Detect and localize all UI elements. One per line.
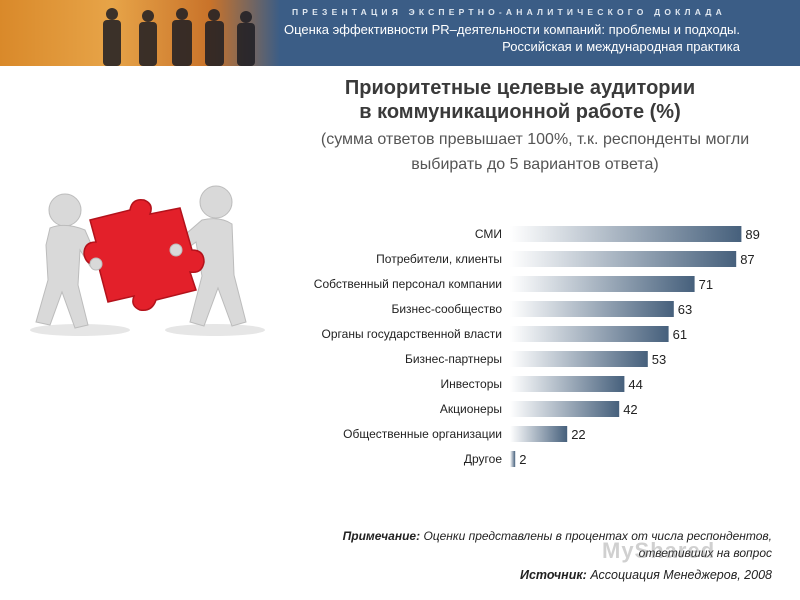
value-label: 42: [623, 402, 637, 417]
bar: [510, 276, 695, 292]
category-label: Бизнес-партнеры: [405, 352, 502, 366]
category-label: Общественные организации: [343, 427, 502, 441]
value-label: 53: [652, 352, 666, 367]
category-label: СМИ: [475, 227, 502, 241]
business-people-photo: [0, 0, 280, 66]
source-line: Источник: Ассоциация Менеджеров, 2008: [252, 568, 772, 582]
category-label: Органы государственной власти: [322, 327, 502, 341]
value-label: 2: [519, 452, 526, 467]
header-banner: ПРЕЗЕНТАЦИЯ ЭКСПЕРТНО-АНАЛИТИЧЕСКОГО ДОК…: [0, 0, 800, 66]
category-label: Бизнес-сообщество: [391, 302, 502, 316]
value-label: 44: [628, 377, 642, 392]
value-label: 71: [699, 277, 713, 292]
category-label: Акционеры: [440, 402, 502, 416]
value-label: 61: [673, 327, 687, 342]
bar: [510, 401, 620, 417]
puzzle-figures-illustration: [20, 180, 270, 340]
bar: [510, 376, 625, 392]
report-kicker: ПРЕЗЕНТАЦИЯ ЭКСПЕРТНО-АНАЛИТИЧЕСКОГО ДОК…: [292, 7, 726, 17]
category-label: Другое: [464, 452, 502, 466]
category-label: Собственный персонал компании: [314, 277, 502, 291]
value-label: 22: [571, 427, 585, 442]
bar: [510, 351, 648, 367]
bar: [510, 226, 742, 242]
chart-title-line1: Приоритетные целевые аудитории: [344, 77, 696, 99]
footnote-line2: ответивших на вопрос: [638, 546, 772, 560]
bar: [510, 326, 669, 342]
source-label: Источник:: [519, 568, 587, 582]
value-label: 89: [745, 227, 759, 242]
value-label: 63: [678, 302, 692, 317]
chart-title-line2: в коммуникационной работе (%): [359, 101, 681, 123]
bar: [510, 426, 568, 442]
report-subtitle-line2: Российская и международная практика: [502, 39, 740, 54]
footnote-line1: Примечание: Оценки представлены в процен…: [252, 529, 772, 543]
value-label: 87: [740, 252, 754, 267]
source-text: Ассоциация Менеджеров, 2008: [590, 568, 772, 582]
bar: [510, 251, 737, 267]
category-label: Инвесторы: [441, 377, 503, 391]
chart-subtitle-line1: (сумма ответов превышает 100%, т.к. респ…: [320, 131, 750, 148]
bar: [510, 301, 674, 317]
report-subtitle-line1: Оценка эффективности PR–деятельности ком…: [284, 22, 740, 37]
note-label: Примечание:: [342, 529, 421, 543]
bar: [510, 451, 516, 467]
target-audiences-bar-chart: СМИ 89 Потребители, клиенты 87 Собственный п…: [314, 226, 760, 467]
category-label: Потребители, клиенты: [376, 252, 502, 266]
watermark: MyShared: [602, 538, 716, 563]
chart-subtitle-line2: выбирать до 5 вариантов ответа): [411, 156, 659, 173]
note-text: Оценки представлены в процентах от числа…: [423, 529, 772, 543]
